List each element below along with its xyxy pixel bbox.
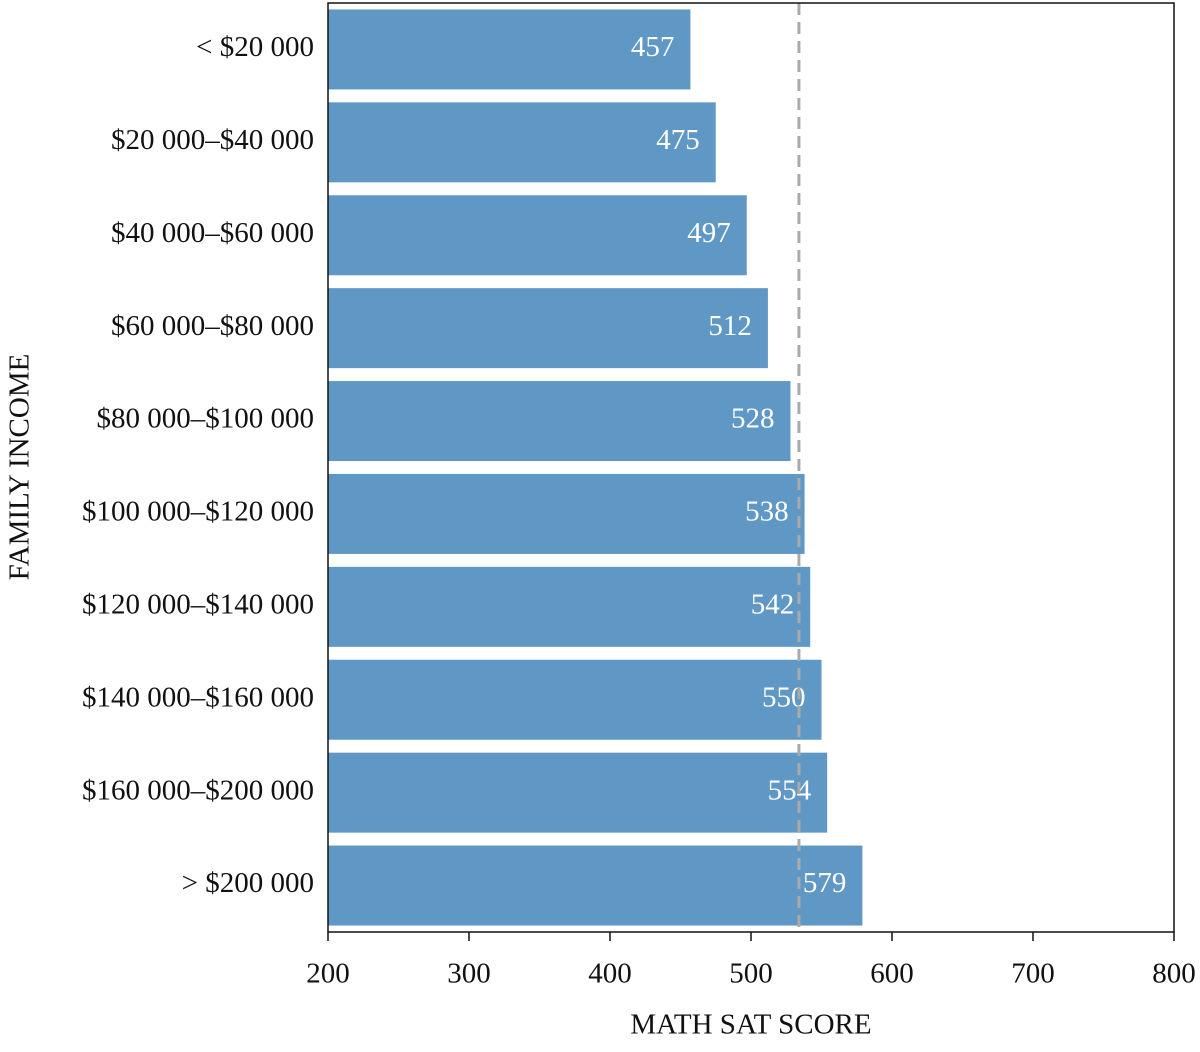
- bar: [328, 381, 791, 462]
- value-label: 579: [803, 867, 847, 899]
- y-tick-label: $40 000–$60 000: [111, 217, 314, 249]
- x-tick-label: 500: [729, 958, 773, 990]
- value-label: 542: [751, 589, 795, 621]
- y-tick-label: < $20 000: [196, 31, 314, 63]
- y-tick-label: $20 000–$40 000: [111, 124, 314, 156]
- x-tick-label: 300: [447, 958, 491, 990]
- bar: [328, 566, 811, 647]
- value-label: 554: [768, 774, 812, 806]
- x-tick-label: 200: [306, 958, 350, 990]
- x-tick-label: 800: [1152, 958, 1196, 990]
- y-tick-label: $60 000–$80 000: [111, 310, 314, 342]
- bar: [328, 659, 822, 740]
- bar: [328, 752, 828, 833]
- y-tick-label: $120 000–$140 000: [82, 589, 314, 621]
- bar: [328, 288, 768, 369]
- value-label: 528: [731, 403, 775, 435]
- bar: [328, 473, 805, 554]
- y-tick-label: > $200 000: [182, 867, 314, 899]
- x-tick-label: 400: [588, 958, 632, 990]
- y-tick-label: $100 000–$120 000: [82, 496, 314, 528]
- y-tick-label: $160 000–$200 000: [82, 774, 314, 806]
- value-label: 497: [687, 217, 731, 249]
- bar: [328, 845, 863, 926]
- y-tick-label: $80 000–$100 000: [97, 403, 315, 435]
- value-label: 538: [745, 496, 789, 528]
- x-tick-label: 600: [870, 958, 914, 990]
- bar: [328, 195, 747, 276]
- y-tick-label: $140 000–$160 000: [82, 681, 314, 713]
- y-axis-label: FAMILY INCOME: [4, 354, 36, 581]
- bar: [328, 102, 716, 183]
- x-tick-label: 700: [1011, 958, 1055, 990]
- x-axis-label: MATH SAT SCORE: [630, 1009, 871, 1041]
- value-label: 457: [631, 31, 675, 63]
- bar: [328, 9, 691, 90]
- value-label: 512: [708, 310, 752, 342]
- value-label: 475: [656, 124, 700, 156]
